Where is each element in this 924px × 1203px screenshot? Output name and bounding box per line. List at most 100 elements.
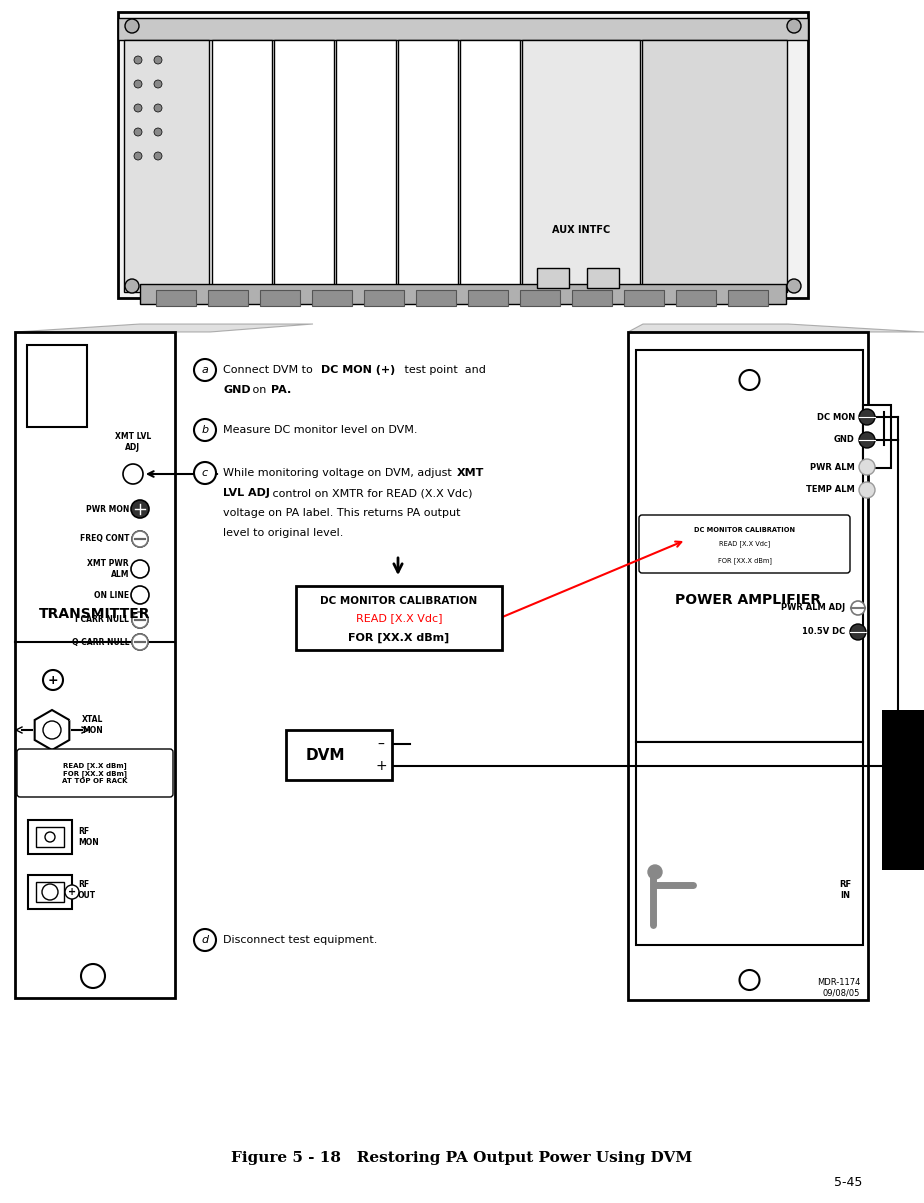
Text: FOR [XX.X dBm]: FOR [XX.X dBm] xyxy=(718,558,772,564)
Circle shape xyxy=(132,531,148,547)
Circle shape xyxy=(194,419,216,442)
FancyBboxPatch shape xyxy=(312,290,352,306)
Text: GND: GND xyxy=(223,385,250,395)
Circle shape xyxy=(134,152,142,160)
Text: d: d xyxy=(201,935,209,946)
Circle shape xyxy=(65,885,79,899)
Text: I CARR NULL: I CARR NULL xyxy=(75,616,129,624)
Text: c: c xyxy=(202,468,208,478)
FancyBboxPatch shape xyxy=(156,290,196,306)
Circle shape xyxy=(154,81,162,88)
FancyBboxPatch shape xyxy=(15,332,175,998)
FancyBboxPatch shape xyxy=(863,405,891,468)
FancyBboxPatch shape xyxy=(587,268,619,288)
Text: b: b xyxy=(201,425,209,435)
Text: +: + xyxy=(375,759,387,774)
Text: Measure DC monitor level on DVM.: Measure DC monitor level on DVM. xyxy=(223,425,418,435)
Text: voltage on PA label. This returns PA output: voltage on PA label. This returns PA out… xyxy=(223,508,460,518)
FancyBboxPatch shape xyxy=(522,40,640,292)
Text: GND: GND xyxy=(834,435,855,444)
FancyBboxPatch shape xyxy=(728,290,768,306)
Text: XMT: XMT xyxy=(457,468,484,478)
FancyBboxPatch shape xyxy=(468,290,508,306)
FancyBboxPatch shape xyxy=(296,586,502,650)
Circle shape xyxy=(859,409,875,425)
Circle shape xyxy=(132,634,148,650)
Circle shape xyxy=(739,371,760,390)
Text: XTAL
MON: XTAL MON xyxy=(82,716,103,735)
FancyBboxPatch shape xyxy=(676,290,716,306)
Circle shape xyxy=(194,358,216,381)
Circle shape xyxy=(739,970,760,990)
Text: DC MON: DC MON xyxy=(817,413,855,421)
FancyBboxPatch shape xyxy=(882,710,924,870)
Text: ON LINE: ON LINE xyxy=(94,591,129,599)
Text: on: on xyxy=(249,385,270,395)
Circle shape xyxy=(125,19,139,32)
Circle shape xyxy=(851,602,865,615)
FancyBboxPatch shape xyxy=(628,332,868,1000)
Circle shape xyxy=(134,81,142,88)
Text: PWR ALM ADJ: PWR ALM ADJ xyxy=(781,604,845,612)
Text: XMT LVL
ADJ: XMT LVL ADJ xyxy=(115,432,152,451)
Circle shape xyxy=(132,612,148,628)
Text: TEMP ALM: TEMP ALM xyxy=(807,486,855,494)
Circle shape xyxy=(134,128,142,136)
FancyBboxPatch shape xyxy=(642,40,787,292)
FancyBboxPatch shape xyxy=(118,18,808,40)
FancyBboxPatch shape xyxy=(140,284,786,304)
FancyBboxPatch shape xyxy=(28,820,72,854)
Text: Disconnect test equipment.: Disconnect test equipment. xyxy=(223,935,377,946)
Circle shape xyxy=(134,57,142,64)
FancyBboxPatch shape xyxy=(636,742,863,946)
Text: DC MONITOR CALIBRATION: DC MONITOR CALIBRATION xyxy=(321,595,478,606)
Text: DVM: DVM xyxy=(305,747,345,763)
Circle shape xyxy=(45,832,55,842)
Text: level to original level.: level to original level. xyxy=(223,528,344,538)
FancyBboxPatch shape xyxy=(639,515,850,573)
Text: PWR MON: PWR MON xyxy=(86,504,129,514)
Circle shape xyxy=(787,19,801,32)
Circle shape xyxy=(131,586,149,604)
Text: XMT PWR
ALM: XMT PWR ALM xyxy=(88,559,129,579)
Polygon shape xyxy=(15,324,313,332)
Text: While monitoring voltage on DVM, adjust: While monitoring voltage on DVM, adjust xyxy=(223,468,456,478)
Circle shape xyxy=(154,152,162,160)
Text: RF
IN: RF IN xyxy=(839,881,851,900)
FancyBboxPatch shape xyxy=(208,290,248,306)
FancyBboxPatch shape xyxy=(572,290,612,306)
Circle shape xyxy=(131,561,149,577)
Text: PA.: PA. xyxy=(271,385,291,395)
Circle shape xyxy=(131,500,149,518)
FancyBboxPatch shape xyxy=(27,345,87,427)
Text: –: – xyxy=(378,737,384,752)
Text: +: + xyxy=(48,674,58,687)
Text: Q CARR NULL: Q CARR NULL xyxy=(71,638,129,646)
Text: a: a xyxy=(201,365,209,375)
FancyBboxPatch shape xyxy=(624,290,664,306)
Text: control on XMTR for READ (X.X Vdc): control on XMTR for READ (X.X Vdc) xyxy=(269,488,472,498)
FancyBboxPatch shape xyxy=(28,875,72,909)
Circle shape xyxy=(859,460,875,475)
Circle shape xyxy=(81,964,105,988)
FancyBboxPatch shape xyxy=(398,40,458,292)
Polygon shape xyxy=(628,324,924,332)
Text: READ [X.X Vdc]: READ [X.X Vdc] xyxy=(719,540,770,547)
Text: FREQ CONT: FREQ CONT xyxy=(79,534,129,544)
FancyBboxPatch shape xyxy=(636,350,863,742)
Circle shape xyxy=(134,103,142,112)
Circle shape xyxy=(123,464,143,484)
Text: RF
MON: RF MON xyxy=(78,828,99,847)
Text: test point  and: test point and xyxy=(401,365,486,375)
Text: AUX INTFC: AUX INTFC xyxy=(552,225,610,235)
Text: +: + xyxy=(68,887,76,897)
Circle shape xyxy=(859,482,875,498)
Text: DC MONITOR CALIBRATION: DC MONITOR CALIBRATION xyxy=(694,527,795,533)
FancyBboxPatch shape xyxy=(460,40,520,292)
FancyBboxPatch shape xyxy=(537,268,569,288)
FancyBboxPatch shape xyxy=(520,290,560,306)
Circle shape xyxy=(154,128,162,136)
Text: MDR-1174
09/08/05: MDR-1174 09/08/05 xyxy=(817,978,860,997)
Circle shape xyxy=(194,929,216,952)
Circle shape xyxy=(132,612,148,628)
